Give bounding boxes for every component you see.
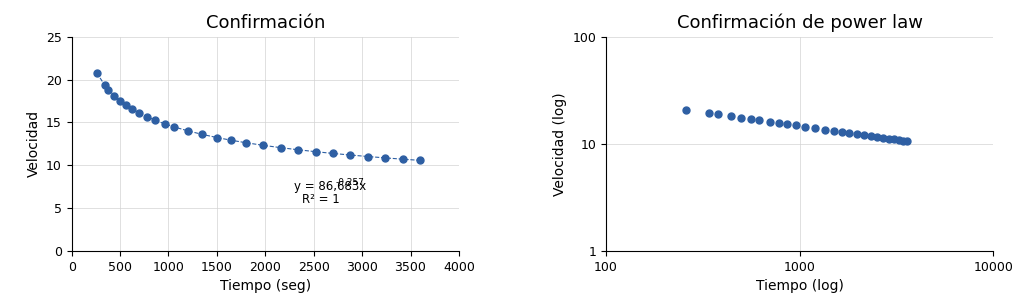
- Title: Confirmación de power law: Confirmación de power law: [677, 14, 923, 32]
- Title: Confirmación: Confirmación: [206, 14, 325, 32]
- Y-axis label: Velocidad: Velocidad: [27, 110, 41, 177]
- Text: y = 86,683x: y = 86,683x: [294, 180, 367, 193]
- Text: R² = 1: R² = 1: [302, 193, 340, 206]
- Text: -0,257: -0,257: [336, 178, 365, 187]
- Y-axis label: Velocidad (log): Velocidad (log): [553, 92, 567, 196]
- X-axis label: Tiempo (log): Tiempo (log): [756, 279, 844, 293]
- X-axis label: Tiempo (seg): Tiempo (seg): [220, 279, 311, 293]
